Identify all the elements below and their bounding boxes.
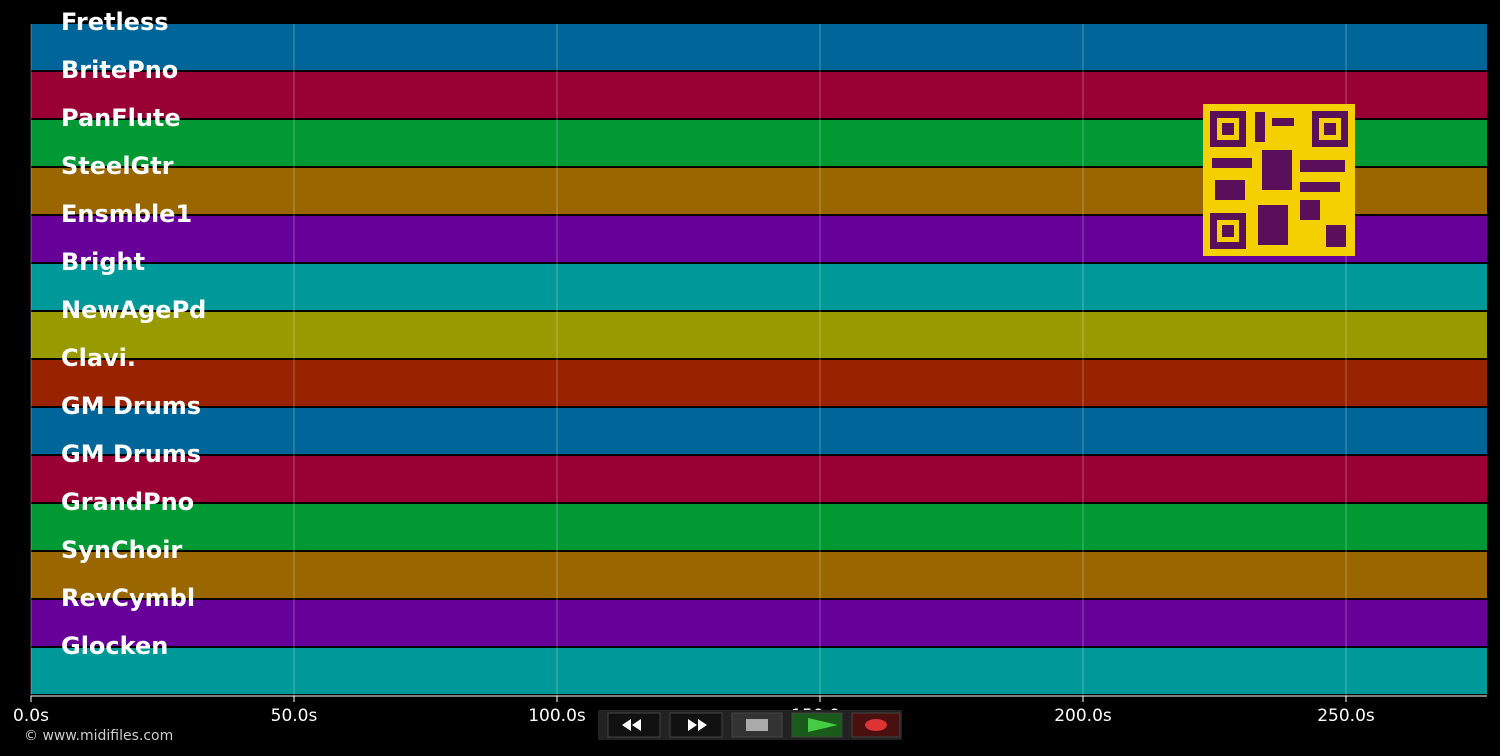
- track-label: Ensmble1: [61, 200, 192, 228]
- track-band: [31, 648, 1487, 694]
- forward-button[interactable]: [669, 712, 723, 738]
- track-labels: Fretless BritePno PanFlute SteelGtr Ensmble1…: [61, 8, 206, 660]
- track-band: [31, 24, 1487, 70]
- tick-label: 0.0s: [13, 706, 49, 726]
- play-button[interactable]: [791, 712, 843, 738]
- track-label: GrandPno: [61, 488, 194, 516]
- track-label: Clavi.: [61, 344, 136, 372]
- record-button[interactable]: [851, 712, 901, 738]
- track-band: [31, 552, 1487, 598]
- track-band: [31, 504, 1487, 550]
- track-band: [31, 312, 1487, 358]
- tick-label: 50.0s: [271, 706, 318, 726]
- stop-button[interactable]: [731, 712, 783, 738]
- track-label: NewAgePd: [61, 296, 206, 324]
- tick-label: 250.0s: [1317, 706, 1375, 726]
- track-band: [31, 408, 1487, 454]
- track-label: SynChoir: [61, 536, 182, 564]
- track-label: PanFlute: [61, 104, 181, 132]
- qr-code: [1203, 104, 1355, 256]
- track-label: SteelGtr: [61, 152, 174, 180]
- transport-controls: [598, 710, 902, 740]
- track-band: [31, 264, 1487, 310]
- track-label: Fretless: [61, 8, 169, 36]
- grid: [30, 24, 1347, 696]
- track-label: Glocken: [61, 632, 168, 660]
- rewind-button[interactable]: [607, 712, 661, 738]
- track-label: Bright: [61, 248, 145, 276]
- track-band: [31, 456, 1487, 502]
- footer: © www.midifiles.com: [24, 728, 173, 744]
- track-label: GM Drums: [61, 440, 201, 468]
- tick-label: 100.0s: [528, 706, 586, 726]
- track-band: [31, 360, 1487, 406]
- track-label: GM Drums: [61, 392, 201, 420]
- track-band: [31, 600, 1487, 646]
- track-label: RevCymbl: [61, 584, 195, 612]
- tick-label: 200.0s: [1054, 706, 1112, 726]
- track-label: BritePno: [61, 56, 178, 84]
